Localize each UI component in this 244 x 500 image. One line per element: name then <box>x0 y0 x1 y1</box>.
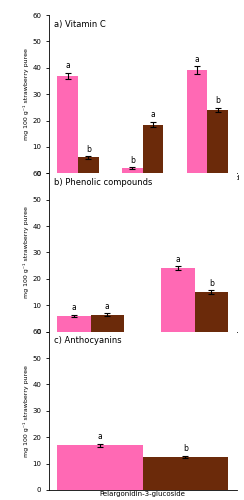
Text: a: a <box>195 55 199 64</box>
Text: b: b <box>183 444 188 453</box>
Text: a: a <box>98 432 102 441</box>
Text: a) Vitamin C: a) Vitamin C <box>54 20 106 28</box>
Text: a: a <box>176 254 181 264</box>
Text: a: a <box>72 303 76 312</box>
Bar <box>57 445 143 490</box>
Y-axis label: mg 100 g⁻¹ strawberry puree: mg 100 g⁻¹ strawberry puree <box>23 48 29 140</box>
Bar <box>143 457 228 490</box>
Text: b) Phenolic compounds: b) Phenolic compounds <box>54 178 153 187</box>
Text: a: a <box>151 110 155 119</box>
Y-axis label: mg 100 g⁻¹ strawberry puree: mg 100 g⁻¹ strawberry puree <box>23 365 29 457</box>
Legend: Without inoculum, With inoculum: Without inoculum, With inoculum <box>87 212 198 218</box>
Legend: Without inoculum, With inoculum: Without inoculum, With inoculum <box>87 370 198 376</box>
Text: b: b <box>215 96 220 106</box>
Bar <box>122 168 143 173</box>
Bar <box>91 314 124 332</box>
Bar <box>195 292 228 332</box>
Text: a: a <box>65 61 70 70</box>
Text: a: a <box>105 302 110 311</box>
Text: b: b <box>209 279 214 288</box>
Text: c) Anthocyanins: c) Anthocyanins <box>54 336 122 345</box>
Bar <box>143 124 163 174</box>
Y-axis label: mg 100 g⁻¹ strawberry puree: mg 100 g⁻¹ strawberry puree <box>23 206 29 298</box>
Bar <box>162 268 195 332</box>
Text: b: b <box>86 144 91 154</box>
Bar <box>187 70 207 174</box>
Text: b: b <box>130 156 135 164</box>
Bar <box>57 316 91 332</box>
Bar <box>57 76 78 174</box>
Bar <box>78 158 99 174</box>
Bar <box>207 110 228 174</box>
